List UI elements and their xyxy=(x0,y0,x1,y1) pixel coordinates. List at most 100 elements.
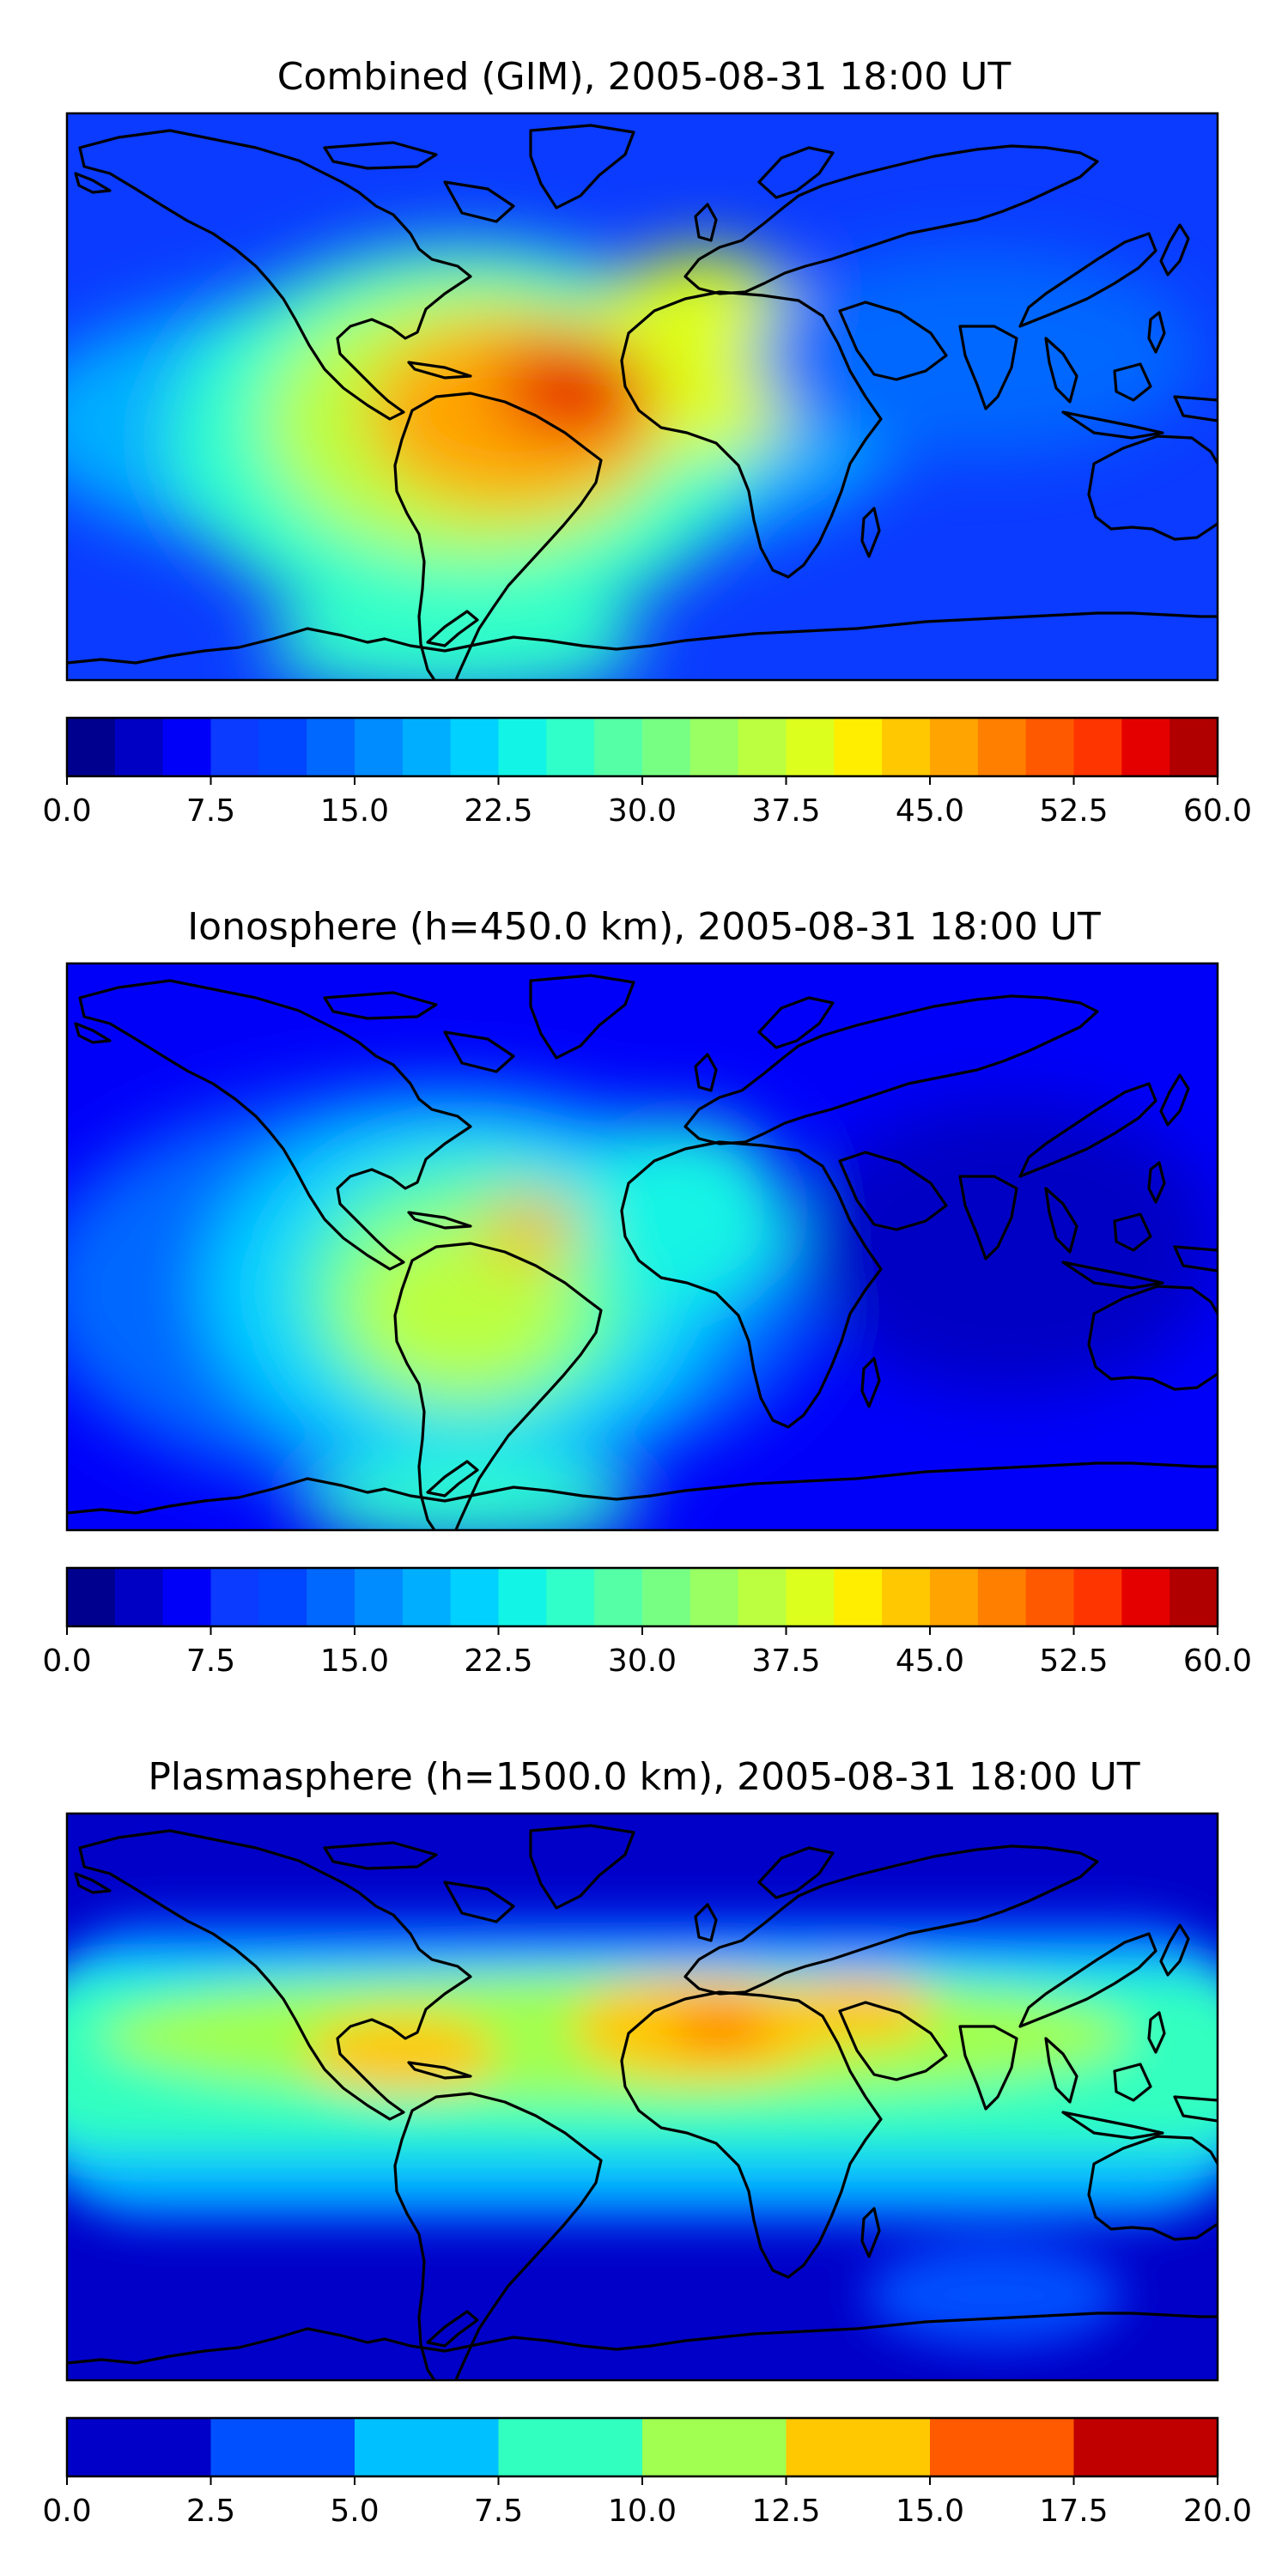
panel-plasmasphere: Plasmasphere (h=1500.0 km), 2005-08-31 1… xyxy=(42,1755,1252,2529)
panel-ionosphere: Ionosphere (h=450.0 km), 2005-08-31 18:0… xyxy=(42,905,1252,1679)
colorbar-segment xyxy=(1073,1568,1122,1626)
colorbar-segment xyxy=(402,718,452,776)
colorbar-segment xyxy=(307,1568,355,1626)
colorbar-segment xyxy=(786,2418,931,2476)
colorbar-segment xyxy=(786,1568,835,1626)
colorbar-segment xyxy=(210,1568,259,1626)
colorbar-segment xyxy=(1073,2418,1218,2476)
colorbar-tick-label: 7.5 xyxy=(474,2494,523,2529)
colorbar-segment xyxy=(67,718,116,776)
colorbar-segment xyxy=(498,718,547,776)
colorbar-tick-label: 45.0 xyxy=(896,793,964,829)
band-12-15-arabia xyxy=(780,1977,934,2045)
band-core xyxy=(496,341,651,435)
colorbar-tick-label: 12.5 xyxy=(751,2494,820,2529)
colorbar-tick-label: 22.5 xyxy=(464,1643,532,1679)
colorbar-tick-label: 0.0 xyxy=(42,1643,91,1679)
colorbar-segments xyxy=(67,718,1218,776)
colorbar-segment xyxy=(67,1568,116,1626)
colorbar-segment xyxy=(258,1568,307,1626)
map-frame xyxy=(65,112,1219,682)
band-15-17 xyxy=(668,2013,771,2044)
colorbar-tick-label: 7.5 xyxy=(186,793,235,829)
colorbar-tick-label: 60.0 xyxy=(1183,1643,1252,1679)
colorbar: 0.0 7.5 15.0 22.5 30.0 37.5 45.0 52.5 60.0 xyxy=(42,716,1252,829)
colorbar-tick-label: 45.0 xyxy=(896,1643,964,1679)
colorbar-ticks: 0.0 7.5 15.0 22.5 30.0 37.5 45.0 52.5 60.0 xyxy=(42,776,1252,829)
colorbar-tick-label: 52.5 xyxy=(1039,1643,1108,1679)
colorbar-segment xyxy=(355,2418,500,2476)
colorbar-segment xyxy=(114,718,164,776)
colorbar-tick-label: 0.0 xyxy=(42,2494,91,2529)
colorbar-segment xyxy=(210,2418,355,2476)
colorbar-segment xyxy=(738,1568,787,1626)
colorbar-segment xyxy=(546,718,595,776)
colorbar-ticks: 0.0 7.5 15.0 22.5 30.0 37.5 45.0 52.5 60.0 xyxy=(42,1626,1252,1679)
colorbar-tick-label: 15.0 xyxy=(320,1643,389,1679)
colorbar-segments xyxy=(67,2418,1218,2476)
chart-title: Plasmasphere (h=1500.0 km), 2005-08-31 1… xyxy=(148,1755,1139,1799)
colorbar-segment xyxy=(498,2418,643,2476)
colorbar-segment xyxy=(930,718,979,776)
colorbar-segment xyxy=(258,718,307,776)
band-south-blue xyxy=(866,2243,1123,2346)
colorbar: 0.0 7.5 15.0 22.5 30.0 37.5 45.0 52.5 60.0 xyxy=(42,1566,1252,1679)
field-layer xyxy=(67,1084,1218,1530)
colorbar-segment xyxy=(402,1568,452,1626)
band-warm xyxy=(350,1221,574,1393)
colorbar-segment xyxy=(642,2418,787,2476)
colorbar-segment xyxy=(977,718,1027,776)
colorbar-segment xyxy=(882,1568,931,1626)
colorbar-segment xyxy=(834,1568,883,1626)
colorbar-tick-label: 5.0 xyxy=(330,2494,379,2529)
colorbar-segment xyxy=(834,718,883,776)
colorbar-tick-label: 30.0 xyxy=(608,793,677,829)
colorbar-segment xyxy=(307,718,355,776)
colorbar-segment xyxy=(738,718,787,776)
map-ionosphere xyxy=(67,963,1218,1530)
colorbar: 0.0 2.5 5.0 7.5 10.0 12.5 15.0 17.5 20.0 xyxy=(42,2416,1252,2529)
colorbar-tick-label: 37.5 xyxy=(751,793,820,829)
colorbar-segment xyxy=(355,1568,404,1626)
band-12-15-americas xyxy=(307,2015,496,2093)
colorbar-segment xyxy=(1121,1568,1170,1626)
colorbar-segment xyxy=(786,718,835,776)
band-east-dark xyxy=(805,1101,1218,1393)
colorbar-segment xyxy=(162,1568,212,1626)
colorbar-segment xyxy=(1170,1568,1218,1626)
colorbar-segment xyxy=(690,1568,739,1626)
colorbar-segment xyxy=(930,2418,1075,2476)
colorbar-segment xyxy=(67,2418,212,2476)
colorbar-segment xyxy=(594,718,643,776)
colorbar-segment xyxy=(162,718,212,776)
colorbar-segment xyxy=(642,1568,691,1626)
colorbar-segment xyxy=(594,1568,643,1626)
chart-title: Ionosphere (h=450.0 km), 2005-08-31 18:0… xyxy=(187,905,1101,949)
colorbar-ticks: 0.0 2.5 5.0 7.5 10.0 12.5 15.0 17.5 20.0 xyxy=(42,2476,1252,2529)
colorbar-tick-label: 17.5 xyxy=(1039,2494,1108,2529)
colorbar-segment xyxy=(114,1568,164,1626)
colorbar-segment xyxy=(930,1568,979,1626)
colorbar-segment xyxy=(450,1568,500,1626)
colorbar-segment xyxy=(1170,718,1218,776)
colorbar-segment xyxy=(450,718,500,776)
colorbar-segment xyxy=(498,1568,547,1626)
chart-title: Combined (GIM), 2005-08-31 18:00 UT xyxy=(277,55,1012,99)
colorbar-tick-label: 20.0 xyxy=(1183,2494,1252,2529)
colorbar-segment xyxy=(882,718,931,776)
colorbar-tick-label: 7.5 xyxy=(186,1643,235,1679)
colorbar-segment xyxy=(546,1568,595,1626)
colorbar-segment xyxy=(1025,1568,1075,1626)
map-plasmasphere xyxy=(67,1814,1218,2380)
colorbar-segment xyxy=(210,718,259,776)
colorbar-segment xyxy=(1121,718,1170,776)
band-hot xyxy=(479,1200,582,1259)
colorbar-tick-label: 60.0 xyxy=(1183,793,1252,829)
colorbar-segment xyxy=(642,718,691,776)
colorbar-tick-label: 0.0 xyxy=(42,793,91,829)
colorbar-tick-label: 2.5 xyxy=(186,2494,235,2529)
map-frame xyxy=(65,962,1219,1532)
map-frame xyxy=(65,1812,1219,2382)
panel-combined: Combined (GIM), 2005-08-31 18:00 UT 0.0 7… xyxy=(42,55,1252,829)
